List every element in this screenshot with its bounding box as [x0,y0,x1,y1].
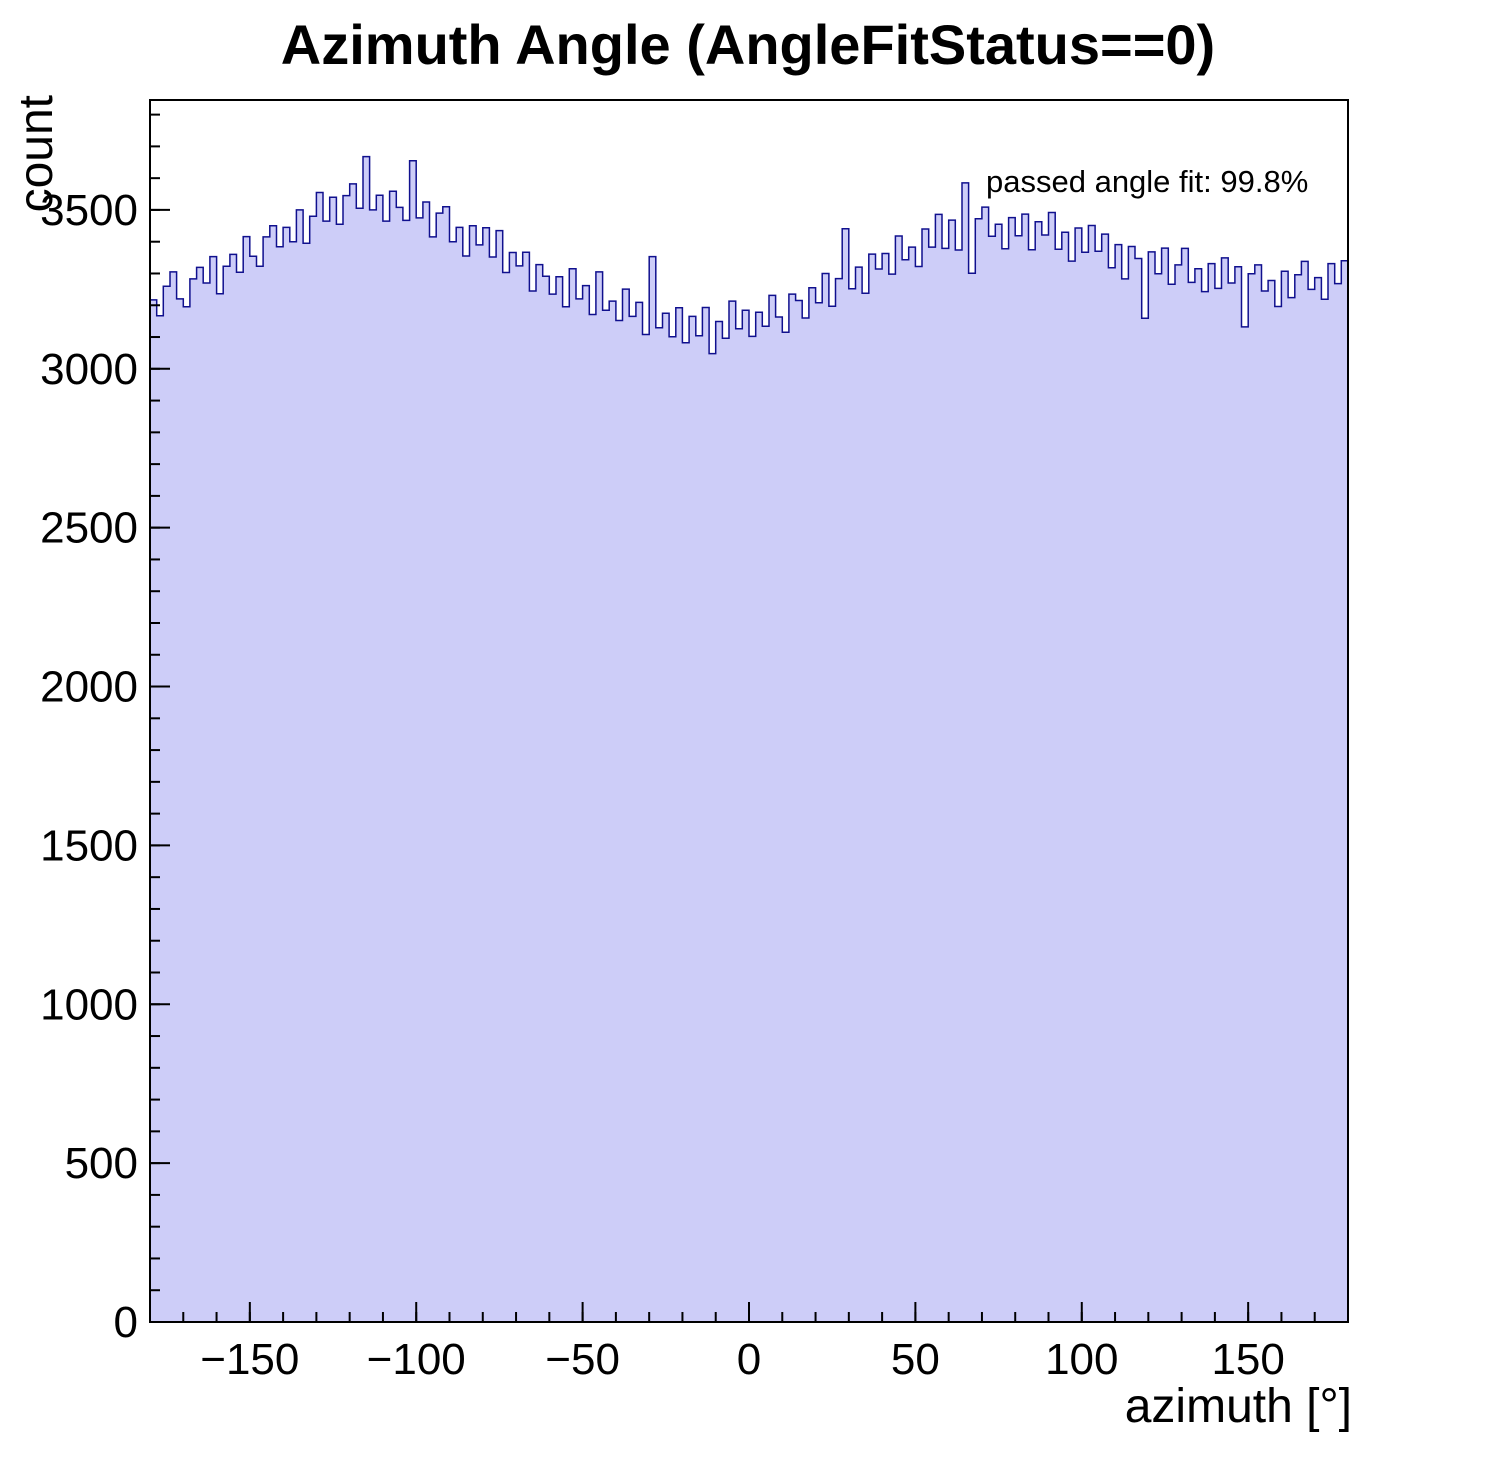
x-tick-label: 150 [1211,1335,1284,1384]
y-tick-label: 2500 [40,504,138,553]
y-tick-label: 1500 [40,821,138,870]
x-axis-title: azimuth [°] [1125,1380,1352,1433]
x-tick-label: −100 [367,1335,466,1384]
y-tick-label: 2000 [40,663,138,712]
x-tick-label: −50 [545,1335,620,1384]
y-tick-label: 1000 [40,980,138,1029]
passed-angle-fit-annotation: passed angle fit: 99.8% [986,164,1308,199]
y-tick-label: 3000 [40,345,138,394]
x-tick-label: 0 [737,1335,761,1384]
histogram-path [149,155,1349,1322]
y-tick-label: 0 [114,1298,138,1347]
axis-ticks: −150 −100 −50 0 50 100 15005001000150020002500… [40,113,1349,1384]
y-tick-label: 500 [65,1139,138,1188]
histogram-series [149,155,1349,1322]
y-axis-title: count [10,95,63,212]
x-tick-label: −150 [200,1335,299,1384]
x-tick-label: 50 [891,1335,940,1384]
y-tick-label: 3500 [40,186,138,235]
chart-title: Azimuth Angle (AngleFitStatus==0) [281,13,1215,76]
x-tick-label: 100 [1045,1335,1118,1384]
